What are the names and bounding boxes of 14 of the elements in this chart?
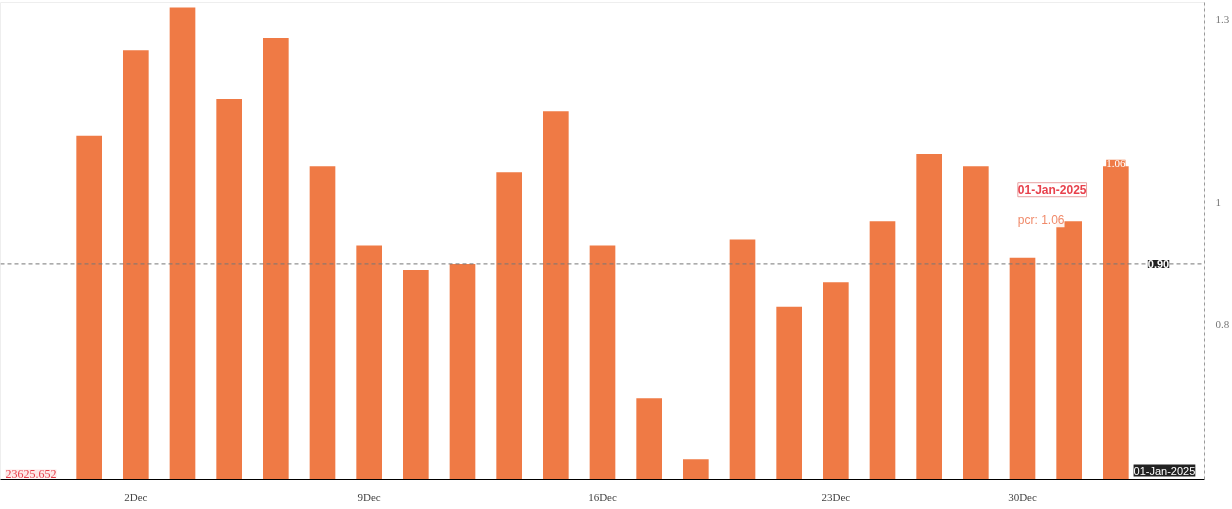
y-tick-label: 1 xyxy=(1215,196,1221,209)
text: 23625.652 xyxy=(5,466,57,481)
annotation: 01-Jan-2025 xyxy=(1017,182,1087,197)
annotation: 01-Jan-2025 xyxy=(1133,464,1196,477)
y-tick-label: 1.3 xyxy=(1215,13,1230,26)
x-tick-label: 2Dec xyxy=(124,490,148,503)
data-label: 1.06 xyxy=(1106,156,1126,169)
y-tick-label: 0.8 xyxy=(1215,318,1230,331)
x-tick-label: 9Dec xyxy=(357,490,381,503)
annotation: pcr: 1.06 xyxy=(1017,213,1065,228)
x-tick-label: 30Dec xyxy=(1008,490,1037,503)
x-tick-label: 23Dec xyxy=(821,490,851,503)
x-tick-label: 16Dec xyxy=(588,490,617,503)
ref-line-label: 0.90 xyxy=(1147,257,1170,270)
